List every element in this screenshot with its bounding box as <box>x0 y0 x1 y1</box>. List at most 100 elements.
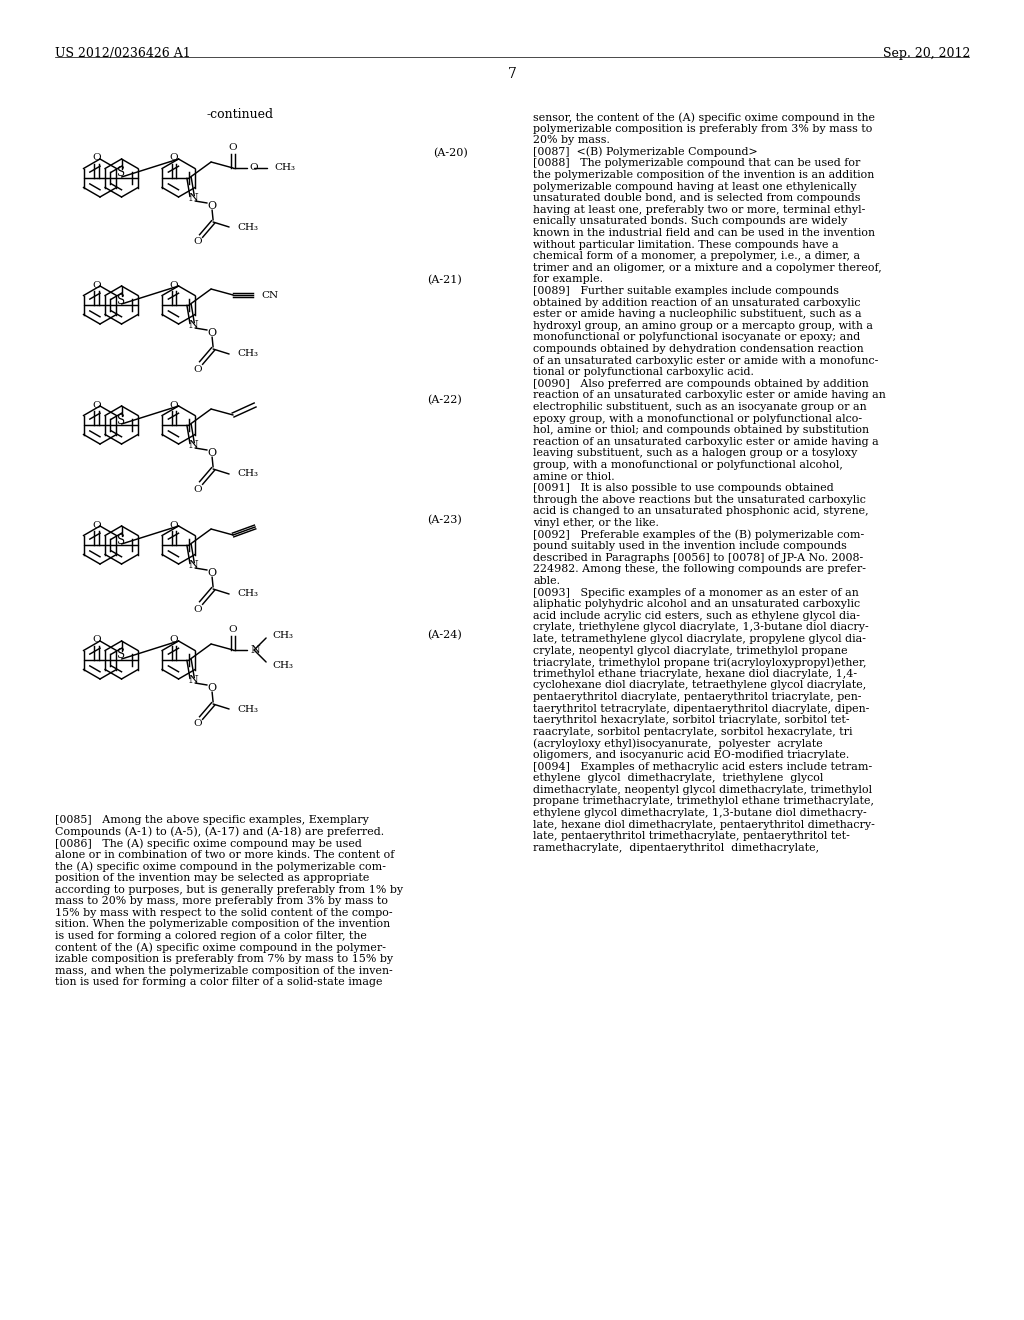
Text: aliphatic polyhydric alcohol and an unsaturated carboxylic: aliphatic polyhydric alcohol and an unsa… <box>534 599 860 610</box>
Text: triacrylate, trimethylol propane tri(acryloyloxypropyl)ether,: triacrylate, trimethylol propane tri(acr… <box>534 657 866 668</box>
Text: unsaturated double bond, and is selected from compounds: unsaturated double bond, and is selected… <box>534 193 860 203</box>
Text: (A-24): (A-24) <box>427 630 462 640</box>
Text: acid is changed to an unsaturated phosphonic acid, styrene,: acid is changed to an unsaturated phosph… <box>534 507 868 516</box>
Text: O: O <box>92 400 100 409</box>
Text: polymerizable compound having at least one ethylenically: polymerizable compound having at least o… <box>534 182 857 191</box>
Text: epoxy group, with a monofunctional or polyfunctional alco-: epoxy group, with a monofunctional or po… <box>534 413 862 424</box>
Text: enically unsaturated bonds. Such compounds are widely: enically unsaturated bonds. Such compoun… <box>534 216 848 227</box>
Text: [0094]   Examples of methacrylic acid esters include tetram-: [0094] Examples of methacrylic acid este… <box>534 762 872 772</box>
Text: O: O <box>170 400 178 409</box>
Text: polymerizable composition is preferably from 3% by mass to: polymerizable composition is preferably … <box>534 124 872 133</box>
Text: (A-21): (A-21) <box>427 275 462 285</box>
Text: O: O <box>92 635 100 644</box>
Text: N: N <box>250 645 260 655</box>
Text: [0088]   The polymerizable compound that can be used for: [0088] The polymerizable compound that c… <box>534 158 860 169</box>
Text: S: S <box>118 293 126 306</box>
Text: 7: 7 <box>508 67 516 81</box>
Text: (A-20): (A-20) <box>433 148 468 158</box>
Text: [0089]   Further suitable examples include compounds: [0089] Further suitable examples include… <box>534 286 839 296</box>
Text: hydroxyl group, an amino group or a mercapto group, with a: hydroxyl group, an amino group or a merc… <box>534 321 873 331</box>
Text: propane trimethacrylate, trimethylol ethane trimethacrylate,: propane trimethacrylate, trimethylol eth… <box>534 796 874 807</box>
Text: CH₃: CH₃ <box>238 223 258 231</box>
Text: reaction of an unsaturated carboxylic ester or amide having a: reaction of an unsaturated carboxylic es… <box>534 437 879 446</box>
Text: O: O <box>170 520 178 529</box>
Text: O: O <box>208 327 217 338</box>
Text: vinyl ether, or the like.: vinyl ether, or the like. <box>534 517 658 528</box>
Text: O: O <box>194 364 203 374</box>
Text: able.: able. <box>534 576 560 586</box>
Text: crylate, triethylene glycol diacrylate, 1,3-butane diol diacry-: crylate, triethylene glycol diacrylate, … <box>534 623 868 632</box>
Text: sition. When the polymerizable composition of the invention: sition. When the polymerizable compositi… <box>55 920 390 929</box>
Text: 224982. Among these, the following compounds are prefer-: 224982. Among these, the following compo… <box>534 565 866 574</box>
Text: tion is used for forming a color filter of a solid-state image: tion is used for forming a color filter … <box>55 977 383 987</box>
Text: reaction of an unsaturated carboxylic ester or amide having an: reaction of an unsaturated carboxylic es… <box>534 391 886 400</box>
Text: late, hexane diol dimethacrylate, pentaerythritol dimethacry-: late, hexane diol dimethacrylate, pentae… <box>534 820 874 829</box>
Text: monofunctional or polyfunctional isocyanate or epoxy; and: monofunctional or polyfunctional isocyan… <box>534 333 860 342</box>
Text: O: O <box>228 626 238 635</box>
Text: content of the (A) specific oxime compound in the polymer-: content of the (A) specific oxime compou… <box>55 942 386 953</box>
Text: acid include acrylic cid esters, such as ethylene glycol dia-: acid include acrylic cid esters, such as… <box>534 611 860 620</box>
Text: O: O <box>170 635 178 644</box>
Text: -continued: -continued <box>207 108 273 121</box>
Text: taerythritol tetracrylate, dipentaerythritol diacrylate, dipen-: taerythritol tetracrylate, dipentaerythr… <box>534 704 869 714</box>
Text: CH₃: CH₃ <box>238 350 258 359</box>
Text: O: O <box>208 568 217 578</box>
Text: O: O <box>208 682 217 693</box>
Text: known in the industrial field and can be used in the invention: known in the industrial field and can be… <box>534 228 874 238</box>
Text: CH₃: CH₃ <box>238 590 258 598</box>
Text: O: O <box>194 484 203 494</box>
Text: crylate, neopentyl glycol diacrylate, trimethylol propane: crylate, neopentyl glycol diacrylate, tr… <box>534 645 848 656</box>
Text: sensor, the content of the (A) specific oxime compound in the: sensor, the content of the (A) specific … <box>534 112 874 123</box>
Text: CH₃: CH₃ <box>272 631 293 639</box>
Text: N: N <box>188 193 198 203</box>
Text: ethylene glycol dimethacrylate, 1,3-butane diol dimethacry-: ethylene glycol dimethacrylate, 1,3-buta… <box>534 808 866 818</box>
Text: pentaerythritol diacrylate, pentaerythritol triacrylate, pen-: pentaerythritol diacrylate, pentaerythri… <box>534 692 861 702</box>
Text: O: O <box>194 238 203 247</box>
Text: N: N <box>188 440 198 450</box>
Text: O: O <box>170 281 178 289</box>
Text: O: O <box>92 153 100 162</box>
Text: US 2012/0236426 A1: US 2012/0236426 A1 <box>55 48 190 59</box>
Text: leaving substituent, such as a halogen group or a tosyloxy: leaving substituent, such as a halogen g… <box>534 449 857 458</box>
Text: compounds obtained by dehydration condensation reaction: compounds obtained by dehydration conden… <box>534 345 863 354</box>
Text: according to purposes, but is generally preferably from 1% by: according to purposes, but is generally … <box>55 884 403 895</box>
Text: through the above reactions but the unsaturated carboxylic: through the above reactions but the unsa… <box>534 495 866 504</box>
Text: described in Paragraphs [0056] to [0078] of JP-A No. 2008-: described in Paragraphs [0056] to [0078]… <box>534 553 863 562</box>
Text: hol, amine or thiol; and compounds obtained by substitution: hol, amine or thiol; and compounds obtai… <box>534 425 869 436</box>
Text: without particular limitation. These compounds have a: without particular limitation. These com… <box>534 240 839 249</box>
Text: amine or thiol.: amine or thiol. <box>534 471 614 482</box>
Text: N: N <box>188 560 198 570</box>
Text: [0085]   Among the above specific examples, Exemplary: [0085] Among the above specific examples… <box>55 814 369 825</box>
Text: O: O <box>194 719 203 729</box>
Text: ethylene  glycol  dimethacrylate,  triethylene  glycol: ethylene glycol dimethacrylate, triethyl… <box>534 774 823 783</box>
Text: 20% by mass.: 20% by mass. <box>534 135 610 145</box>
Text: cyclohexane diol diacrylate, tetraethylene glycol diacrylate,: cyclohexane diol diacrylate, tetraethyle… <box>534 680 866 690</box>
Text: electrophilic substituent, such as an isocyanate group or an: electrophilic substituent, such as an is… <box>534 403 866 412</box>
Text: pound suitably used in the invention include compounds: pound suitably used in the invention inc… <box>534 541 847 552</box>
Text: O: O <box>228 144 238 153</box>
Text: (A-23): (A-23) <box>427 515 462 525</box>
Text: taerythritol hexacrylate, sorbitol triacrylate, sorbitol tet-: taerythritol hexacrylate, sorbitol triac… <box>534 715 850 725</box>
Text: S: S <box>118 533 126 546</box>
Text: raacrylate, sorbitol pentacrylate, sorbitol hexacrylate, tri: raacrylate, sorbitol pentacrylate, sorbi… <box>534 727 853 737</box>
Text: dimethacrylate, neopentyl glycol dimethacrylate, trimethylol: dimethacrylate, neopentyl glycol dimetha… <box>534 785 872 795</box>
Text: [0087]  <(B) Polymerizable Compound>: [0087] <(B) Polymerizable Compound> <box>534 147 758 157</box>
Text: izable composition is preferably from 7% by mass to 15% by: izable composition is preferably from 7%… <box>55 954 393 964</box>
Text: late, tetramethylene glycol diacrylate, propylene glycol dia-: late, tetramethylene glycol diacrylate, … <box>534 634 866 644</box>
Text: trimer and an oligomer, or a mixture and a copolymer thereof,: trimer and an oligomer, or a mixture and… <box>534 263 882 273</box>
Text: the polymerizable composition of the invention is an addition: the polymerizable composition of the inv… <box>534 170 874 180</box>
Text: [0092]   Preferable examples of the (B) polymerizable com-: [0092] Preferable examples of the (B) po… <box>534 529 864 540</box>
Text: O: O <box>249 164 258 173</box>
Text: 15% by mass with respect to the solid content of the compo-: 15% by mass with respect to the solid co… <box>55 908 392 917</box>
Text: [0091]   It is also possible to use compounds obtained: [0091] It is also possible to use compou… <box>534 483 834 494</box>
Text: S: S <box>118 648 126 661</box>
Text: O: O <box>92 281 100 289</box>
Text: [0090]   Also preferred are compounds obtained by addition: [0090] Also preferred are compounds obta… <box>534 379 868 389</box>
Text: Sep. 20, 2012: Sep. 20, 2012 <box>883 48 970 59</box>
Text: CH₃: CH₃ <box>272 660 293 669</box>
Text: trimethylol ethane triacrylate, hexane diol diacrylate, 1,4-: trimethylol ethane triacrylate, hexane d… <box>534 669 857 678</box>
Text: CH₃: CH₃ <box>238 705 258 714</box>
Text: alone or in combination of two or more kinds. The content of: alone or in combination of two or more k… <box>55 850 394 859</box>
Text: [0093]   Specific examples of a monomer as an ester of an: [0093] Specific examples of a monomer as… <box>534 587 859 598</box>
Text: ramethacrylate,  dipentaerythritol  dimethacrylate,: ramethacrylate, dipentaerythritol dimeth… <box>534 842 819 853</box>
